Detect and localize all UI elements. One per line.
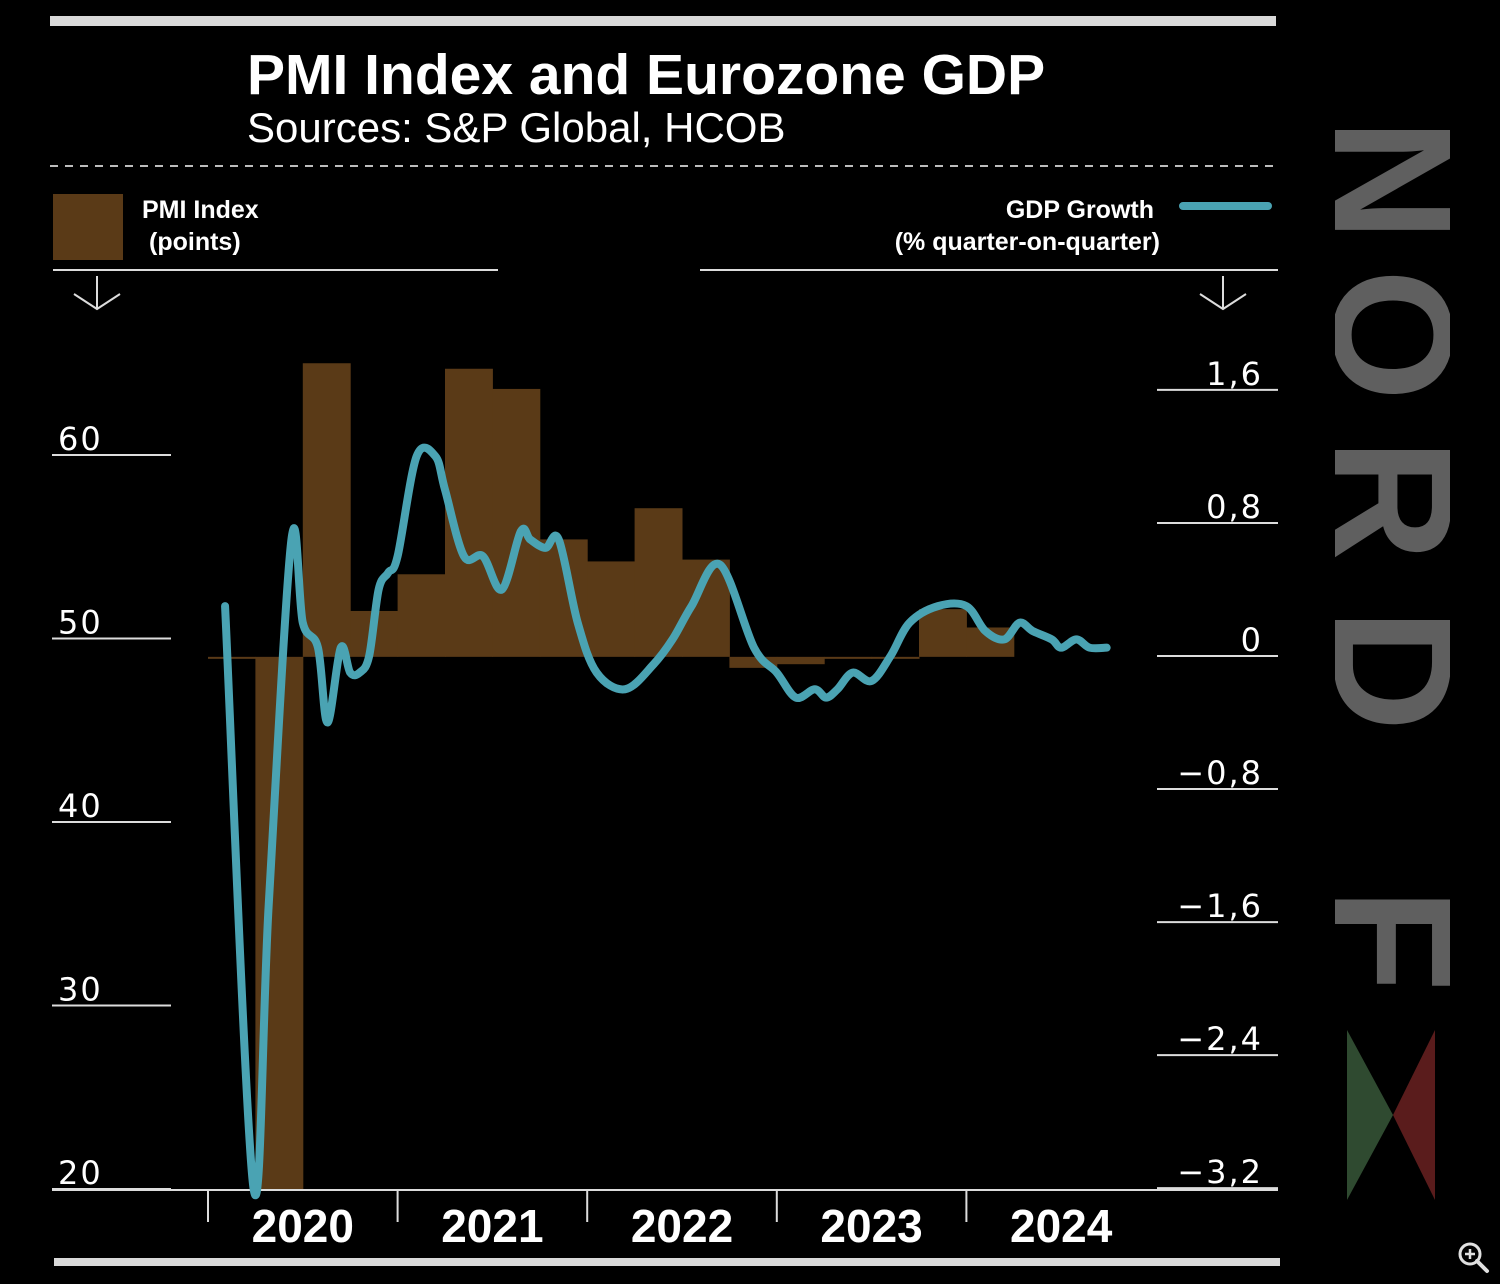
- gdp-legend-line1: GDP Growth: [1005, 196, 1154, 224]
- pmi-bar: [824, 656, 873, 659]
- right-tick-label: 1,6: [1206, 355, 1263, 393]
- left-axis: 60 50 40 30 20: [52, 420, 171, 1192]
- right-tick-label: −2,4: [1177, 1020, 1263, 1058]
- brand-letter: F: [1335, 888, 1450, 992]
- left-tick-label: 40: [58, 787, 103, 825]
- brand-letter: R: [1335, 439, 1450, 562]
- nordfx-logo: NORD F: [1335, 119, 1450, 1200]
- pmi-bar: [919, 609, 967, 657]
- x-tick-label: 2024: [1010, 1200, 1113, 1252]
- pmi-legend-label: PMI Index (points): [142, 194, 259, 258]
- right-tick-label: 0,8: [1206, 488, 1263, 526]
- pmi-bar: [302, 363, 351, 657]
- brand-letter: O: [1335, 269, 1450, 401]
- pmi-bar: [871, 656, 920, 659]
- x-tick-label: 2023: [820, 1200, 922, 1252]
- chart-title: PMI Index and Eurozone GDP: [247, 43, 1046, 107]
- left-tick-label: 60: [58, 420, 103, 458]
- pmi-bars: [208, 363, 1015, 1189]
- left-tick-label: 50: [58, 604, 103, 642]
- gdp-legend-label: GDP Growth (% quarter-on-quarter): [895, 194, 1160, 258]
- right-tick-label: 0: [1241, 621, 1263, 659]
- brand-letter: D: [1335, 609, 1450, 732]
- left-axis-arrow-icon: [73, 276, 121, 311]
- zoom-in-icon[interactable]: [1456, 1240, 1490, 1274]
- right-tick-label: −3,2: [1177, 1153, 1263, 1191]
- right-axis: 1,6 0,8 0 −0,8 −1,6 −2,4 −3,2: [1157, 355, 1278, 1191]
- left-tick-label: 20: [58, 1154, 103, 1192]
- right-tick-label: −0,8: [1177, 754, 1263, 792]
- pmi-bar: [208, 656, 256, 659]
- right-tick-label: −1,6: [1177, 887, 1263, 925]
- pmi-bar: [776, 656, 825, 665]
- brand-x-red: [1393, 1030, 1435, 1200]
- x-tick-label: 2020: [252, 1200, 354, 1252]
- left-tick-label: 30: [58, 971, 103, 1009]
- pmi-bar: [492, 388, 541, 657]
- pmi-legend-line2: (points): [149, 228, 241, 256]
- x-tick-label: 2021: [441, 1200, 543, 1252]
- pmi-legend-line1: PMI Index: [142, 196, 259, 224]
- brand-x-green: [1347, 1030, 1393, 1200]
- brand-letter: N: [1335, 119, 1450, 242]
- bottom-frame-bar: [54, 1258, 1280, 1266]
- right-axis-arrow-icon: [1199, 276, 1247, 311]
- x-tick-label: 2022: [631, 1200, 733, 1252]
- gdp-growth-line: [221, 443, 1111, 1200]
- top-frame-bar: [50, 16, 1276, 26]
- x-axis: 2020 2021 2022 2023 2024: [52, 1189, 1278, 1252]
- chart-subtitle: Sources: S&P Global, HCOB: [247, 104, 786, 151]
- gdp-legend-line2: (% quarter-on-quarter): [894, 228, 1160, 256]
- pmi-bar: [397, 574, 446, 657]
- pmi-bar: [729, 656, 778, 668]
- pmi-bar: [587, 561, 636, 657]
- pmi-legend-swatch: [53, 194, 123, 260]
